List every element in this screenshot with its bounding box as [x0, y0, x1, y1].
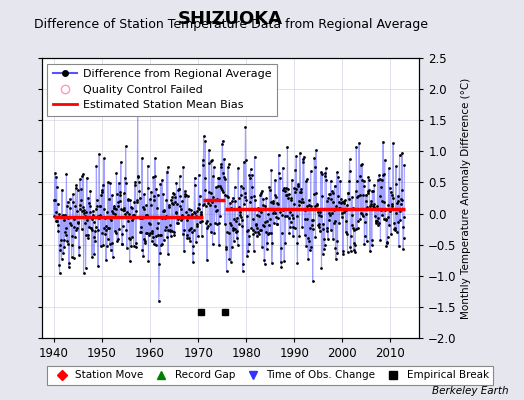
Text: SHIZUOKA: SHIZUOKA [178, 10, 283, 28]
Y-axis label: Monthly Temperature Anomaly Difference (°C): Monthly Temperature Anomaly Difference (… [461, 77, 471, 319]
Text: Berkeley Earth: Berkeley Earth [432, 386, 508, 396]
Text: Difference of Station Temperature Data from Regional Average: Difference of Station Temperature Data f… [34, 18, 428, 31]
Legend: Station Move, Record Gap, Time of Obs. Change, Empirical Break: Station Move, Record Gap, Time of Obs. C… [47, 366, 493, 384]
Y-axis label: Monthly Temperature Anomaly Difference (°C): Monthly Temperature Anomaly Difference (… [0, 77, 10, 319]
